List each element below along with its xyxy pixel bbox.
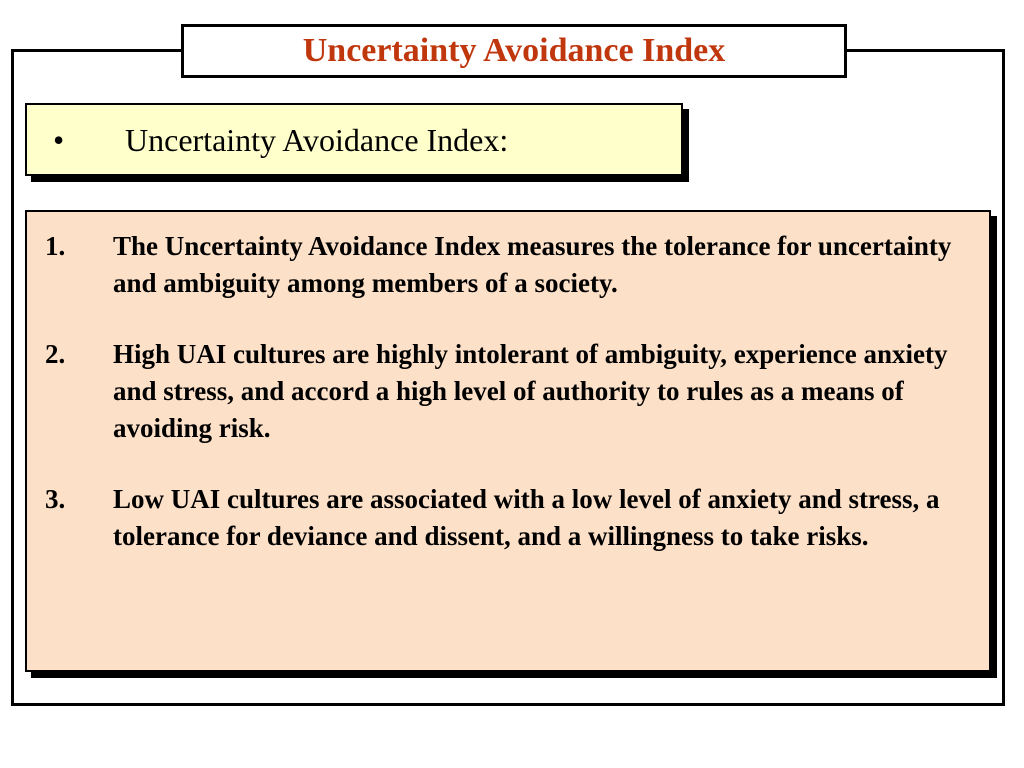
points-list: 1. The Uncertainty Avoidance Index measu… (27, 228, 989, 589)
point-number: 1. (45, 231, 66, 261)
point-number: 2. (45, 339, 66, 369)
content-box: 1. The Uncertainty Avoidance Index measu… (25, 210, 991, 672)
list-item: 2. High UAI cultures are highly intolera… (27, 336, 989, 447)
list-item: 3. Low UAI cultures are associated with … (27, 481, 989, 555)
point-number: 3. (45, 484, 66, 514)
point-text: The Uncertainty Avoidance Index measures… (113, 231, 952, 298)
slide-title: Uncertainty Avoidance Index (302, 32, 726, 69)
subtitle-text: Uncertainty Avoidance Index: (125, 121, 509, 158)
subtitle-box: • Uncertainty Avoidance Index: (25, 103, 683, 176)
point-text: High UAI cultures are highly intolerant … (113, 339, 948, 443)
list-item: 1. The Uncertainty Avoidance Index measu… (27, 228, 989, 302)
title-box: Uncertainty Avoidance Index (181, 24, 847, 78)
bullet-icon: • (53, 121, 65, 158)
point-text: Low UAI cultures are associated with a l… (113, 484, 940, 551)
